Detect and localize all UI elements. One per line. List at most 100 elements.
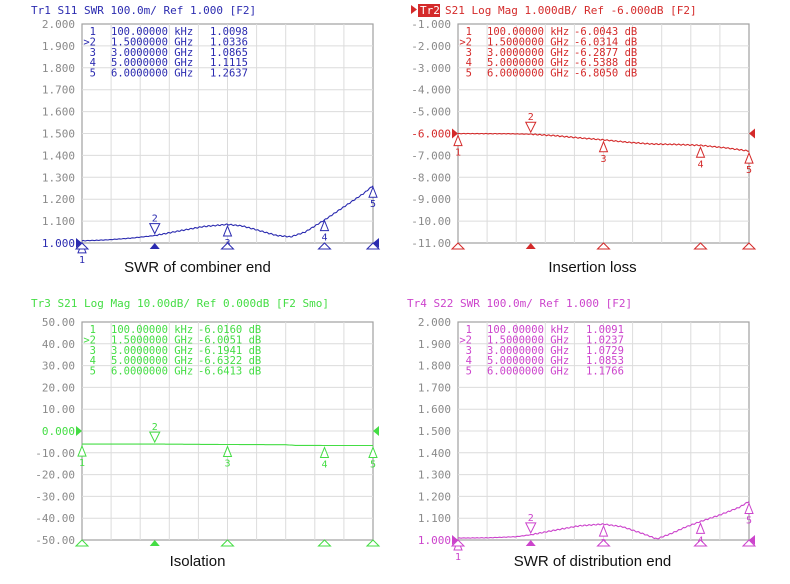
marker-number: 5 [746,516,752,527]
marker-icon [222,224,233,237]
y-tick-label: -3.000 [411,62,451,75]
y-tick-label: -40.00 [35,512,75,525]
marker-number: 1 [455,148,461,159]
marker-icon [598,140,609,153]
marker-position-icon [365,242,381,250]
marker-table-freq: 6.0000000 GHz [111,366,193,378]
marker-position-icon [74,242,90,250]
marker-position-icon [693,539,708,547]
trace-header: Tr4 S22 SWR 100.0m/ Ref 1.000 [F2] [407,297,632,310]
marker-table-value: -6.8050 dB [574,68,637,80]
y-tick-label: 1.600 [42,106,75,119]
marker-icon [77,444,87,457]
marker-table-num: 1 [90,324,96,336]
y-tick-label: -6.000 [411,128,451,141]
marker-icon [453,134,463,147]
marker-position-icon [450,242,466,250]
y-tick-label: 1.400 [418,447,451,460]
marker-table-freq: 1.5000000 GHz [111,36,193,48]
trace-header: Tr3 S21 Log Mag 10.00dB/ Ref 0.000dB [F2… [31,297,329,310]
marker-number: 3 [224,459,230,470]
marker-position-icon [741,539,757,547]
marker-position-icon [450,539,466,547]
marker-table-num: 3 [90,47,96,59]
marker-number: 1 [79,255,85,266]
y-tick-label: 1.500 [418,425,451,438]
marker-table-value: -6.5388 dB [574,57,637,69]
y-tick-label: -10.00 [35,447,75,460]
y-tick-label: 1.800 [418,360,451,373]
marker-icon [744,502,754,515]
marker-table-num: 3 [466,345,472,357]
y-tick-label: 20.00 [42,381,75,394]
active-trace-arrow-icon [411,5,417,14]
y-tick-label: 1.300 [42,171,75,184]
y-tick-label: -8.000 [411,171,451,184]
marker-icon [222,445,233,458]
marker-table-freq: 5.0000000 GHz [111,57,193,69]
marker-table-value: -6.6413 dB [198,366,261,378]
marker-table-value: 1.0336 [210,36,248,48]
marker-active-icon [148,223,161,235]
trace-label: Tr2 [420,4,440,17]
y-tick-label: -10.00 [411,215,451,228]
marker-position-icon [596,539,611,547]
y-tick-label: -7.000 [411,149,451,162]
marker-table-num: 1 [90,26,96,38]
marker-table-value: 1.0729 [586,345,624,357]
chart-tr3: Tr3 S21 Log Mag 10.00dB/ Ref 0.000dB [F2… [31,297,381,547]
marker-table-value: -6.0314 dB [574,36,637,48]
marker-table-freq: 3.0000000 GHz [111,47,193,59]
ref-level-arrow-left-icon [76,238,82,248]
marker-table-value: -6.0043 dB [574,26,637,38]
marker-table-num: 4 [466,355,472,367]
marker-table-value: 1.0237 [586,334,624,346]
marker-icon [368,185,378,198]
ref-level-arrow-left-icon [452,128,458,139]
ref-level-arrow-right-icon [749,128,755,139]
marker-table-num: >2 [459,36,472,48]
marker-table-freq: 6.0000000 GHz [487,68,569,80]
y-tick-label: 1.000 [418,534,451,547]
marker-table-num: 5 [466,366,472,378]
marker-number: 2 [528,513,534,524]
marker-number: 5 [370,459,376,470]
y-tick-label: 1.200 [42,193,75,206]
trace-header: S21 Log Mag 1.000dB/ Ref -6.000dB [F2] [445,4,697,17]
y-tick-label: 40.00 [42,338,75,351]
ref-level-arrow-right-icon [373,426,379,436]
caption-tr1: SWR of combiner end [124,259,271,276]
chart-tr2: Tr2 S21 Log Mag 1.000dB/ Ref -6.000dB [F2… [411,4,757,250]
y-tick-label: 1.000 [42,237,75,250]
marker-position-icon [74,539,90,547]
marker-table-value: 1.1766 [586,366,624,378]
marker-active-icon [148,431,161,444]
marker-table-num: 4 [90,57,96,69]
marker-number: 4 [321,233,327,244]
marker-table-num: 1 [466,324,472,336]
y-tick-label: -30.00 [35,490,75,503]
trace-line [82,443,373,447]
marker-number: 4 [321,459,327,470]
marker-table-freq: 100.00000 kHz [487,26,569,38]
marker-icon [368,446,378,458]
trace-label-badge [418,4,440,17]
y-tick-label: -5.000 [411,106,451,119]
y-tick-label: 10.00 [42,403,75,416]
marker-table-num: >2 [83,334,96,346]
marker-icon [319,219,330,232]
y-tick-label: 1.900 [42,40,75,53]
y-tick-label: 1.700 [42,84,75,97]
trace-line [457,501,750,540]
marker-table-value: 1.0853 [586,355,624,367]
trace-header: Tr1 S11 SWR 100.0m/ Ref 1.000 [F2] [31,4,256,17]
marker-table-freq: 3.0000000 GHz [111,345,193,357]
marker-position-filled-icon [525,243,536,249]
y-tick-label: -11.00 [411,237,451,250]
marker-icon [598,524,609,537]
caption-tr3: Isolation [169,553,226,570]
marker-table-freq: 6.0000000 GHz [487,366,569,378]
marker-number: 5 [746,165,752,176]
marker-position-icon [741,242,757,250]
y-tick-label: 2.000 [42,18,75,31]
